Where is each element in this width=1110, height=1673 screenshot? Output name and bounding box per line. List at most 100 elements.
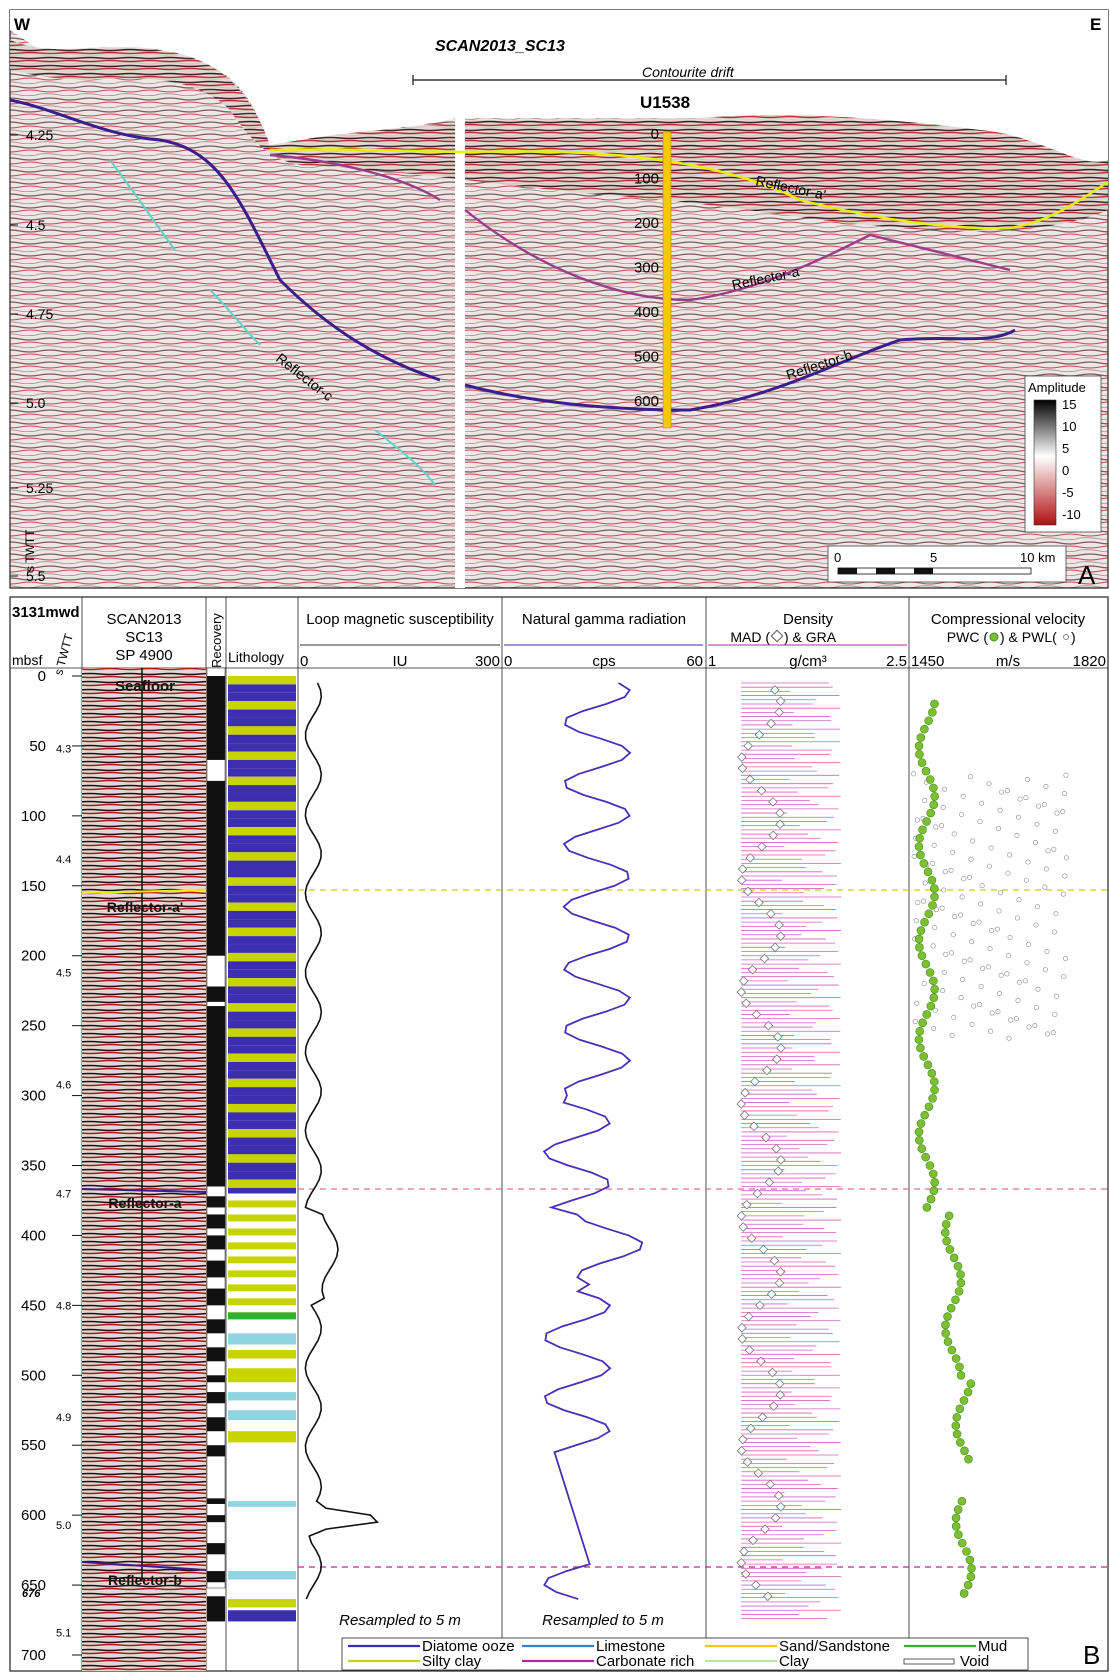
pwc-point	[943, 1337, 953, 1347]
pwl-point	[948, 867, 954, 873]
density-max: 2.5	[886, 653, 907, 670]
pwl-point	[959, 894, 965, 900]
lithology-band	[228, 1350, 296, 1359]
pwl-point	[996, 908, 1002, 914]
mad-point	[743, 741, 753, 751]
pwc-point	[924, 1102, 934, 1112]
lithology-band	[228, 869, 296, 878]
mad-point	[760, 1524, 770, 1534]
twtt-b-tick-label: 4.5	[56, 967, 71, 979]
pwl-point	[958, 995, 964, 1001]
pwl-point	[1061, 974, 1067, 980]
mad-point	[747, 964, 758, 975]
pwl-point	[977, 818, 983, 824]
pwl-point	[1024, 960, 1030, 966]
lithology-band	[228, 1277, 296, 1285]
ngr-note: Resampled to 5 m	[542, 1612, 664, 1629]
ms-max: 300	[475, 653, 500, 670]
reflector-c-segment-2	[209, 289, 261, 346]
lithology-band	[228, 910, 296, 920]
pwc-point	[955, 1404, 965, 1414]
pwl-point	[1052, 828, 1058, 834]
pwc-point	[916, 1043, 925, 1053]
pwl-point	[951, 1014, 957, 1020]
mad-point	[765, 908, 776, 919]
pwl-point	[932, 1007, 938, 1013]
pwc-point	[929, 1186, 939, 1195]
mad-point	[768, 1401, 779, 1411]
depth-tick-label: 450	[21, 1297, 46, 1314]
velocity-subtitle-mid: ) & PWL(	[1000, 629, 1057, 645]
pwl-point	[1015, 997, 1021, 1003]
pwc-point	[921, 766, 931, 776]
pwc-point	[945, 1245, 955, 1254]
lithology-band	[228, 1235, 296, 1243]
pwl-point	[1016, 897, 1022, 903]
pwc-point	[967, 1563, 976, 1573]
recovery-block	[207, 1571, 225, 1583]
pwl-point	[1004, 971, 1010, 977]
lithology-band	[228, 743, 296, 752]
pwl-point	[911, 771, 917, 777]
depth-tick-label: 700	[21, 1647, 46, 1664]
lithology-band	[228, 1298, 296, 1306]
pwl-velocity-points	[911, 771, 1069, 1041]
mad-point	[756, 785, 767, 796]
pwc-point	[918, 825, 927, 835]
amplitude-tick-label: -10	[1062, 507, 1081, 522]
mad-point	[736, 875, 747, 885]
mad-point	[741, 998, 751, 1009]
lithology-band	[228, 1087, 296, 1096]
pwc-point	[929, 1077, 939, 1086]
lithology-band	[228, 1368, 296, 1383]
pwl-point	[1063, 855, 1069, 861]
lithology-band	[228, 936, 296, 945]
recovery-block	[207, 1288, 225, 1306]
pwl-point	[958, 912, 964, 918]
pwl-point	[1053, 993, 1059, 999]
pwc-point	[925, 775, 935, 784]
pwc-point	[922, 817, 931, 826]
pwc-point	[930, 699, 939, 709]
mad-point	[764, 1177, 775, 1188]
lithology-band	[228, 860, 296, 870]
lithology-band	[228, 1120, 296, 1130]
pwl-point	[943, 951, 949, 957]
lithology-band	[228, 692, 296, 702]
pwc-point	[947, 1345, 957, 1355]
lithology-band	[228, 1179, 296, 1188]
pwc-point	[928, 1094, 937, 1103]
mad-point	[766, 718, 776, 729]
pwl-point	[932, 925, 938, 931]
lithology-band	[228, 1078, 296, 1088]
ngr-curve	[542, 682, 644, 1600]
twtt-axis-a: 4.25 4.5 4.75 5.0 5.25 5.5	[10, 127, 53, 584]
lithology-band	[228, 1410, 296, 1421]
legend-label: Sand/Sandstone	[779, 1638, 890, 1655]
pwl-point	[1034, 904, 1040, 910]
water-column	[10, 10, 1108, 162]
mad-point	[775, 931, 786, 941]
reflector-c-segment-3	[374, 429, 436, 486]
pwl-point	[978, 901, 984, 907]
mad-point	[749, 1121, 759, 1132]
mad-point	[772, 1032, 783, 1042]
lithology-band	[228, 1214, 296, 1222]
pwc-point	[930, 791, 940, 801]
pwl-point	[987, 946, 993, 952]
lithology-band	[228, 1062, 296, 1071]
mad-point	[746, 1233, 757, 1244]
mad-point	[750, 1076, 760, 1087]
recovery-block	[207, 1196, 225, 1208]
pwl-point	[1032, 1023, 1038, 1029]
mad-point	[768, 830, 779, 841]
pwc-point	[927, 1068, 937, 1078]
pwc-point	[951, 1513, 961, 1523]
pwl-point	[1042, 967, 1048, 973]
pwl-point	[976, 919, 982, 925]
pwl-point	[999, 789, 1005, 795]
lithology-band	[228, 1028, 296, 1037]
ngr-title: Natural gamma radiation	[522, 611, 686, 628]
density-min: 1	[708, 653, 716, 670]
